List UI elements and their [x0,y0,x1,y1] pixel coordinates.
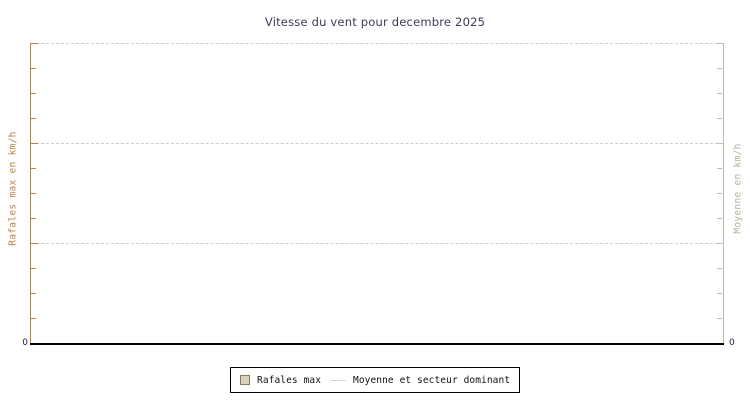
right-axis-tick-minor [717,293,722,294]
left-axis-tick-minor [31,218,36,219]
left-axis-tick-minor [31,293,36,294]
right-axis-zero-label: 0 [729,338,735,348]
legend-line-swatch-icon [331,379,347,381]
legend-label-rafales-max: Rafales max [257,374,322,386]
chart-title: Vitesse du vent pour decembre 2025 [264,15,486,29]
left-axis-tick-major [31,43,38,44]
right-axis-tick-minor [717,118,722,119]
right-axis-tick-minor [717,318,722,319]
left-axis-tick-minor [31,168,36,169]
bottom-axis-spine [30,343,724,345]
left-axis-tick-major [31,243,38,244]
legend-item-moyenne[interactable]: Moyenne et secteur dominant [331,375,510,386]
left-axis-tick-major [31,143,38,144]
chart-legend: Rafales max Moyenne et secteur dominant [230,367,521,393]
plot-area [30,43,723,343]
left-axis-zero-label: 0 [22,338,28,348]
legend-label-moyenne: Moyenne et secteur dominant [353,374,511,386]
left-axis-title: Rafales max en km/h [7,131,19,246]
right-axis-tick-minor [717,268,722,269]
gridline-middle [31,143,723,144]
right-axis-tick-minor [717,168,722,169]
legend-square-swatch-icon [240,375,250,385]
left-axis-tick-minor [31,268,36,269]
right-axis-tick-minor [717,68,722,69]
left-axis-tick-minor [31,93,36,94]
left-axis-spine [30,43,31,344]
right-axis-tick-minor [717,193,722,194]
right-axis-tick-major [717,243,724,244]
right-axis-tick-major [717,43,724,44]
left-axis-tick-minor [31,193,36,194]
right-axis-tick-minor [717,218,722,219]
right-axis-tick-major [717,143,724,144]
left-axis-tick-minor [31,68,36,69]
left-axis-tick-minor [31,318,36,319]
gridline-top [31,43,723,44]
right-axis-spine [723,43,724,344]
right-axis-tick-minor [717,93,722,94]
legend-item-rafales-max[interactable]: Rafales max [240,375,321,386]
right-axis-title: Moyenne en km/h [732,143,744,234]
left-axis-tick-minor [31,118,36,119]
gridline-lower [31,243,723,244]
